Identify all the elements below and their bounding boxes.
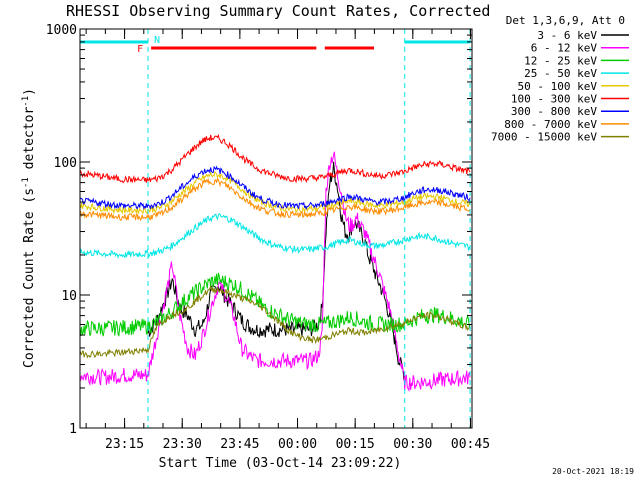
y-tick-label: 100 <box>54 156 77 171</box>
y-tick-label: 1000 <box>46 23 77 38</box>
y-axis-label-part2: detector <box>22 107 37 178</box>
timestamp: 20-Oct-2021 18:19 <box>552 467 634 476</box>
series-layer <box>79 133 471 393</box>
legend-label: 3 - 6 keV <box>537 29 597 42</box>
y-tick-label: 10 <box>61 289 77 304</box>
legend-label: 300 - 800 keV <box>511 105 597 118</box>
legend-label: 800 - 7000 keV <box>504 118 597 131</box>
series-line-6 <box>79 133 471 184</box>
legend-title: Det 1,3,6,9, Att 0 <box>506 14 625 27</box>
chart-title: RHESSI Observing Summary Count Rates, Co… <box>66 2 490 20</box>
legend-label: 12 - 25 keV <box>524 54 597 67</box>
x-tick-label: 00:15 <box>336 437 375 452</box>
y-axis-label-sup1: -1 <box>21 177 31 188</box>
x-tick-label: 23:30 <box>163 437 202 452</box>
y-axis-label-part1: Corrected Count Rate (s <box>22 188 37 368</box>
x-tick-label: 23:15 <box>105 437 144 452</box>
night-marker-label: N <box>154 35 160 46</box>
legend-label: 6 - 12 keV <box>531 42 598 55</box>
series-line-2 <box>79 151 471 393</box>
x-tick-label: 00:45 <box>451 437 490 452</box>
legend-label: 50 - 100 keV <box>518 80 598 93</box>
axis-layer: 1 10 100 1000 23:15 23:30 23:45 00:00 00:15 00:30… <box>46 23 490 452</box>
y-axis-label-part3: ) <box>22 88 37 96</box>
x-tick-label: 00:00 <box>278 437 317 452</box>
series-line-7 <box>79 165 471 211</box>
x-tick-label: 23:45 <box>220 437 259 452</box>
legend-label: 25 - 50 keV <box>524 67 597 80</box>
flag-layer: FN <box>80 29 471 428</box>
flare-marker-label: F <box>137 44 143 55</box>
y-axis-label: Corrected Count Rate (s-1 detector-1) <box>21 88 37 368</box>
series-line-4 <box>79 213 471 259</box>
y-axis-label-sup2: -1 <box>21 96 31 107</box>
legend-label: 100 - 300 keV <box>511 93 597 106</box>
series-line-9 <box>79 284 471 359</box>
plot-frame <box>79 28 473 429</box>
x-tick-label: 00:30 <box>393 437 432 452</box>
x-axis-label: Start Time (03-Oct-14 23:09:22) <box>159 456 402 471</box>
y-tick-label: 1 <box>69 422 77 437</box>
legend-label: 7000 - 15000 keV <box>491 131 597 144</box>
series-line-8 <box>79 177 471 222</box>
